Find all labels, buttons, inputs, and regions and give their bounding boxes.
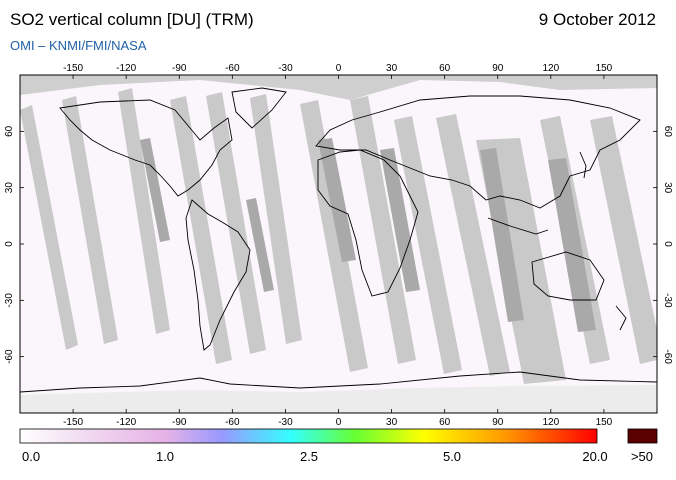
lat-tick-label: 0: [4, 241, 15, 247]
coastlines: [20, 87, 657, 393]
lon-tick-label: -120: [116, 417, 136, 428]
lon-ticks-bottom: -150 -120 -90 -60 -30 0 30 60 90 120 150: [63, 409, 613, 428]
orbit-swath: [436, 114, 510, 376]
orbit-overlaps: [140, 138, 596, 332]
lon-tick-label: -60: [225, 417, 240, 428]
greenland-coast: [231, 87, 287, 129]
map-title: SO2 vertical column [DU] (TRM): [10, 10, 254, 29]
lon-tick-label: 90: [492, 417, 504, 428]
colorbar-overflow-label: >50: [630, 449, 654, 464]
lat-tick-label: 60: [4, 125, 15, 137]
lon-tick-label: 0: [336, 417, 342, 428]
orbit-swath: [350, 96, 416, 364]
lon-tick-label: 0: [336, 63, 342, 74]
lon-tick-label: -90: [172, 63, 187, 74]
colorbar: [19, 428, 598, 444]
data-credit: OMI – KNMI/FMI/NASA: [10, 38, 147, 53]
colorbar-label-2: 2.5: [299, 449, 319, 464]
lon-tick-label: 30: [386, 63, 398, 74]
orbit-overlap: [480, 148, 524, 322]
orbit-overlap: [318, 138, 356, 262]
orbit-swath: [20, 105, 78, 350]
colorbar-label-0: 0.0: [22, 449, 41, 464]
lon-tick-label: 150: [596, 417, 613, 428]
eurasia-coast: [315, 95, 641, 209]
orbit-overlap: [380, 148, 420, 292]
new-zealand-coast: [615, 305, 627, 331]
colorbar-overflow-swatch: [627, 428, 658, 444]
lon-tick-label: 120: [542, 63, 559, 74]
lon-tick-label: 60: [439, 417, 451, 428]
lon-tick-label: -120: [116, 63, 136, 74]
orbit-overlap: [548, 158, 596, 332]
arctic-no-data: [20, 75, 657, 100]
lat-tick-label: -60: [662, 349, 673, 364]
africa-coast: [317, 149, 419, 297]
japan-coast: [579, 151, 587, 179]
indonesia-coast: [487, 217, 549, 235]
lon-tick-label: -60: [225, 63, 240, 74]
orbit-overlap: [246, 198, 274, 292]
lat-tick-label: -30: [662, 293, 673, 308]
orbit-swath: [206, 92, 266, 354]
lon-tick-label: 90: [492, 63, 504, 74]
map-date: 9 October 2012: [538, 10, 656, 29]
colorbar-label-1: 1.0: [155, 449, 175, 464]
lon-tick-label: -30: [278, 63, 293, 74]
lon-tick-label: -90: [172, 417, 187, 428]
lon-tick-label: 30: [386, 417, 398, 428]
antarctic-region: [20, 385, 657, 413]
lat-tick-label: 0: [662, 241, 673, 247]
lat-tick-label: 30: [662, 182, 673, 194]
lon-tick-label: 150: [596, 63, 613, 74]
lat-tick-label: -60: [4, 349, 15, 364]
orbit-swath: [250, 94, 302, 344]
orbit-swath: [62, 96, 118, 344]
lat-tick-label: 60: [662, 126, 673, 138]
lat-ticks-right: 60 30 0 -30 -60: [653, 126, 673, 364]
orbit-swath: [394, 116, 462, 374]
colorbar-label-4: 20.0: [582, 449, 608, 464]
south-america-coast: [185, 199, 251, 351]
lat-ticks-left: 60 30 0 -30 -60: [4, 125, 24, 364]
lon-tick-label: 120: [542, 417, 559, 428]
lon-tick-label: -30: [278, 417, 293, 428]
lon-tick-label: 60: [439, 63, 451, 74]
lon-tick-label: -150: [63, 417, 83, 428]
lon-ticks-top: -150 -120 -90 -60 -30 0 30 60 90 120 150: [63, 63, 613, 79]
australia-coast: [531, 251, 605, 301]
lon-tick-label: -150: [63, 63, 83, 74]
lat-tick-label: -30: [4, 293, 15, 308]
colorbar-label-3: 5.0: [442, 449, 462, 464]
orbit-swath: [590, 116, 657, 364]
orbit-swath: [170, 96, 232, 364]
antarctica-coast: [20, 371, 657, 393]
north-america-coast: [59, 99, 233, 197]
lat-tick-label: 30: [4, 182, 15, 194]
orbit-swath: [300, 100, 368, 372]
orbit-swath: [118, 88, 170, 334]
